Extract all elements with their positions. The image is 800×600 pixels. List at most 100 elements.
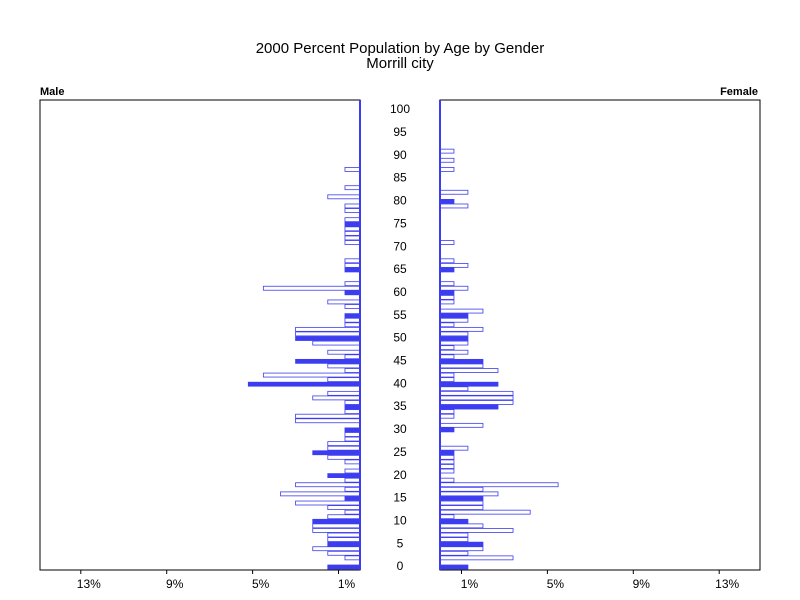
bar — [327, 564, 361, 570]
bar — [439, 450, 455, 456]
bar — [327, 445, 361, 451]
bar — [439, 372, 455, 378]
bar — [327, 541, 361, 547]
y-tick-label: 50 — [393, 331, 407, 345]
bar — [344, 496, 361, 501]
bar — [295, 418, 361, 424]
bar — [439, 345, 455, 351]
x-tick-label: 9% — [633, 577, 651, 591]
bar — [439, 267, 455, 273]
y-tick-label: 25 — [393, 445, 407, 459]
bar — [439, 203, 469, 209]
bar — [439, 299, 455, 305]
bar — [439, 381, 499, 387]
bar — [439, 358, 484, 364]
bar — [439, 326, 484, 332]
bar — [344, 486, 361, 492]
bar — [344, 409, 361, 415]
bar — [327, 377, 361, 383]
bar — [327, 441, 361, 446]
bar — [344, 258, 361, 264]
bar — [344, 267, 361, 273]
bar — [262, 372, 361, 378]
bar — [439, 555, 514, 561]
x-tick-label: 5% — [252, 577, 270, 591]
bar — [327, 550, 361, 556]
bar — [344, 217, 361, 223]
y-tick-label: 90 — [393, 148, 407, 162]
bar — [439, 486, 484, 492]
x-tick-label: 13% — [77, 577, 101, 591]
bar — [439, 468, 455, 474]
bar — [295, 413, 361, 419]
bar — [344, 185, 361, 191]
bar — [327, 194, 361, 200]
bar — [295, 331, 361, 337]
bar — [312, 395, 361, 401]
bar — [344, 208, 361, 213]
y-tick-label: 60 — [393, 285, 407, 299]
bar — [344, 468, 361, 474]
y-tick-label: 45 — [393, 354, 407, 368]
bar — [344, 231, 361, 236]
bar — [439, 189, 469, 195]
bar — [247, 381, 361, 387]
bar — [439, 509, 531, 515]
y-tick-label: 70 — [393, 239, 407, 253]
bar — [439, 331, 469, 337]
bar — [439, 445, 469, 451]
bar — [439, 496, 484, 501]
bar — [344, 203, 361, 209]
y-tick-label: 40 — [393, 376, 407, 390]
bar — [344, 459, 361, 465]
bar — [312, 523, 361, 529]
bar — [327, 363, 361, 369]
bar — [439, 532, 469, 538]
x-tick-label: 5% — [547, 577, 565, 591]
bar — [439, 459, 455, 465]
bar — [344, 226, 361, 232]
bar — [327, 514, 361, 520]
bar — [295, 482, 361, 488]
y-tick-label: 55 — [393, 308, 407, 322]
bar — [439, 464, 455, 469]
bar — [327, 349, 361, 355]
bar — [344, 427, 361, 433]
bar — [439, 363, 484, 369]
bar — [344, 555, 361, 561]
bar — [439, 541, 484, 547]
bar — [344, 240, 361, 245]
bar — [344, 400, 361, 405]
bar — [439, 518, 469, 524]
bar — [439, 167, 455, 172]
bar — [439, 400, 514, 405]
bar — [327, 473, 361, 478]
bar — [439, 550, 469, 556]
bar — [327, 454, 361, 460]
y-tick-label: 35 — [393, 399, 407, 413]
bar — [439, 354, 455, 360]
bar — [439, 157, 455, 163]
bar — [439, 422, 484, 428]
bar — [439, 500, 484, 506]
bar — [439, 564, 469, 570]
bar — [295, 326, 361, 332]
bar — [439, 377, 455, 383]
bar — [344, 304, 361, 309]
bar — [439, 454, 455, 460]
bar — [344, 368, 361, 373]
bar — [344, 262, 361, 268]
bar — [439, 281, 455, 287]
y-tick-label: 95 — [393, 125, 407, 139]
bar — [295, 500, 361, 506]
bar — [295, 358, 361, 364]
bar — [312, 518, 361, 524]
bar — [439, 491, 499, 497]
y-tick-label: 30 — [393, 422, 407, 436]
bar — [344, 509, 361, 515]
bar — [344, 432, 361, 437]
chart-subtitle: Morrill city — [366, 55, 434, 72]
bar — [439, 294, 455, 300]
bar — [344, 290, 361, 296]
